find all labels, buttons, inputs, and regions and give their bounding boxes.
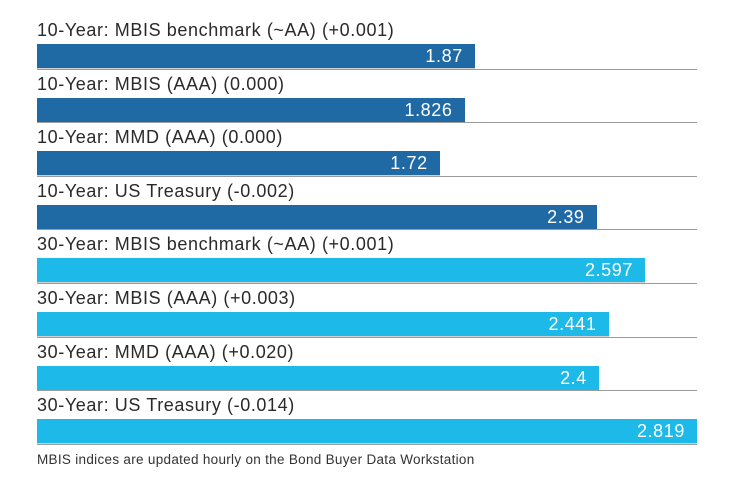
chart-row-30yr-mbis-aaa: 30-Year: MBIS (AAA) (+0.003) 2.441 — [37, 284, 697, 338]
chart-row-30yr-us-treasury: 30-Year: US Treasury (-0.014) 2.819 — [37, 391, 697, 445]
bar-10yr-us-treasury: 2.39 — [37, 204, 597, 229]
bar-30yr-mmd-aaa: 2.4 — [37, 365, 599, 390]
bar-value-label: 2.597 — [584, 260, 634, 281]
bar-track: 2.819 — [37, 419, 697, 444]
bar-label: 30-Year: MBIS benchmark (~AA) (+0.001) — [37, 234, 395, 255]
bar-value-label: 2.441 — [548, 313, 597, 334]
bar-30yr-mbis-benchmark: 2.597 — [37, 258, 646, 283]
bar-label: 10-Year: MBIS (AAA) (0.000) — [37, 73, 285, 94]
chart-row-10yr-us-treasury: 10-Year: US Treasury (-0.002) 2.39 — [37, 177, 697, 231]
bar-track: 1.72 — [37, 151, 697, 176]
bar-label: 10-Year: MBIS benchmark (~AA) (+0.001) — [37, 20, 395, 40]
bar-value-label: 1.87 — [425, 46, 463, 66]
bar-10yr-mmd-aaa: 1.72 — [37, 151, 440, 176]
bar-chart-area: 10-Year: MBIS benchmark (~AA) (+0.001) 1… — [37, 16, 697, 445]
bar-30yr-mbis-aaa: 2.441 — [37, 311, 609, 336]
chart-row-30yr-mbis-benchmark: 30-Year: MBIS benchmark (~AA) (+0.001) 2… — [37, 230, 697, 284]
bar-track: 2.441 — [37, 311, 697, 336]
bar-value-label: 1.72 — [390, 153, 428, 174]
bar-value-label: 2.4 — [560, 367, 587, 388]
chart-row-10yr-mmd-aaa: 10-Year: MMD (AAA) (0.000) 1.72 — [37, 123, 697, 177]
bar-track: 2.597 — [37, 258, 697, 283]
bar-value-label: 2.39 — [547, 206, 585, 227]
bar-label: 30-Year: MMD (AAA) (+0.020) — [37, 341, 295, 362]
bar-label: 10-Year: US Treasury (-0.002) — [37, 180, 295, 201]
bar-10yr-mbis-aaa: 1.826 — [37, 97, 465, 122]
chart-footnote: MBIS indices are updated hourly on the B… — [37, 452, 475, 467]
bar-label: 30-Year: MBIS (AAA) (+0.003) — [37, 287, 296, 308]
bar-value-label: 1.826 — [404, 99, 453, 120]
bar-track: 1.87 — [37, 44, 697, 68]
bar-value-label: 2.819 — [636, 421, 685, 442]
bar-track: 2.4 — [37, 365, 697, 390]
bar-label: 10-Year: MMD (AAA) (0.000) — [37, 127, 284, 148]
chart-row-10yr-mbis-benchmark: 10-Year: MBIS benchmark (~AA) (+0.001) 1… — [37, 16, 697, 70]
bar-label: 30-Year: US Treasury (-0.014) — [37, 395, 295, 416]
chart-row-30yr-mmd-aaa: 30-Year: MMD (AAA) (+0.020) 2.4 — [37, 338, 697, 392]
chart-row-10yr-mbis-aaa: 10-Year: MBIS (AAA) (0.000) 1.826 — [37, 70, 697, 124]
bar-track: 1.826 — [37, 97, 697, 122]
bar-track: 2.39 — [37, 204, 697, 229]
bar-10yr-mbis-benchmark: 1.87 — [37, 44, 475, 68]
bar-30yr-us-treasury: 2.819 — [37, 419, 697, 444]
